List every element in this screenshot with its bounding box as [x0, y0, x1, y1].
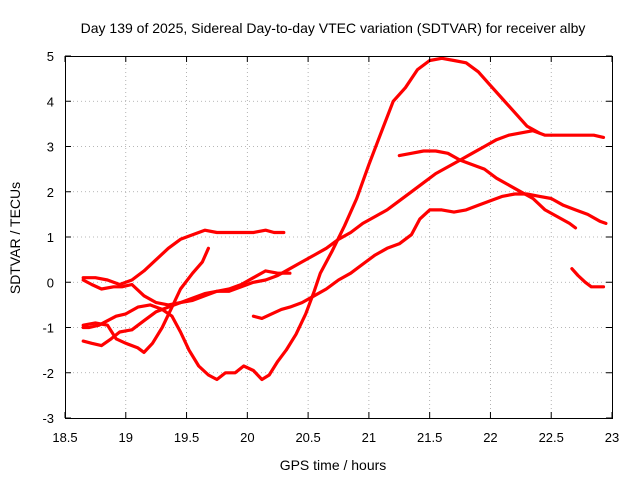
x-tick-label: 20	[240, 430, 254, 445]
x-tick-label: 18.5	[52, 430, 77, 445]
y-tick-label: -1	[42, 321, 54, 336]
series-line-sat-d	[81, 246, 210, 354]
series-line-sat-f	[251, 192, 608, 320]
series-line-sat-h	[570, 267, 606, 289]
x-tick-label: 22	[483, 430, 497, 445]
x-tick-label: 21.5	[417, 430, 442, 445]
series-line-sat-e	[81, 269, 292, 307]
x-tick-label: 20.5	[295, 430, 320, 445]
series-line-sat-b	[81, 129, 606, 348]
y-tick-label: 2	[47, 185, 54, 200]
series-line-sat-a	[81, 228, 286, 287]
tick-layer: 18.5 19 19.5 20 20.5 21 21.5 22 22.5 23-3-2-10123…	[42, 49, 619, 445]
y-tick-label: 3	[47, 140, 54, 155]
y-axis-label: SDTVAR / TECUs	[7, 182, 23, 294]
series-layer	[81, 56, 608, 382]
series-line-sat-c	[81, 56, 541, 382]
x-axis-label: GPS time / hours	[280, 457, 387, 473]
x-tick-label: 21	[362, 430, 376, 445]
series-line-sat-g	[397, 149, 578, 230]
x-tick-label: 19	[119, 430, 133, 445]
x-tick-label: 22.5	[539, 430, 564, 445]
y-tick-label: -3	[42, 411, 54, 426]
y-tick-label: 0	[47, 275, 54, 290]
y-tick-label: 5	[47, 49, 54, 64]
chart-title: Day 139 of 2025, Sidereal Day-to-day VTE…	[81, 20, 586, 36]
y-tick-label: 4	[47, 94, 54, 109]
x-tick-label: 19.5	[174, 430, 199, 445]
y-tick-label: 1	[47, 230, 54, 245]
x-tick-label: 23	[605, 430, 619, 445]
y-tick-label: -2	[42, 366, 54, 381]
